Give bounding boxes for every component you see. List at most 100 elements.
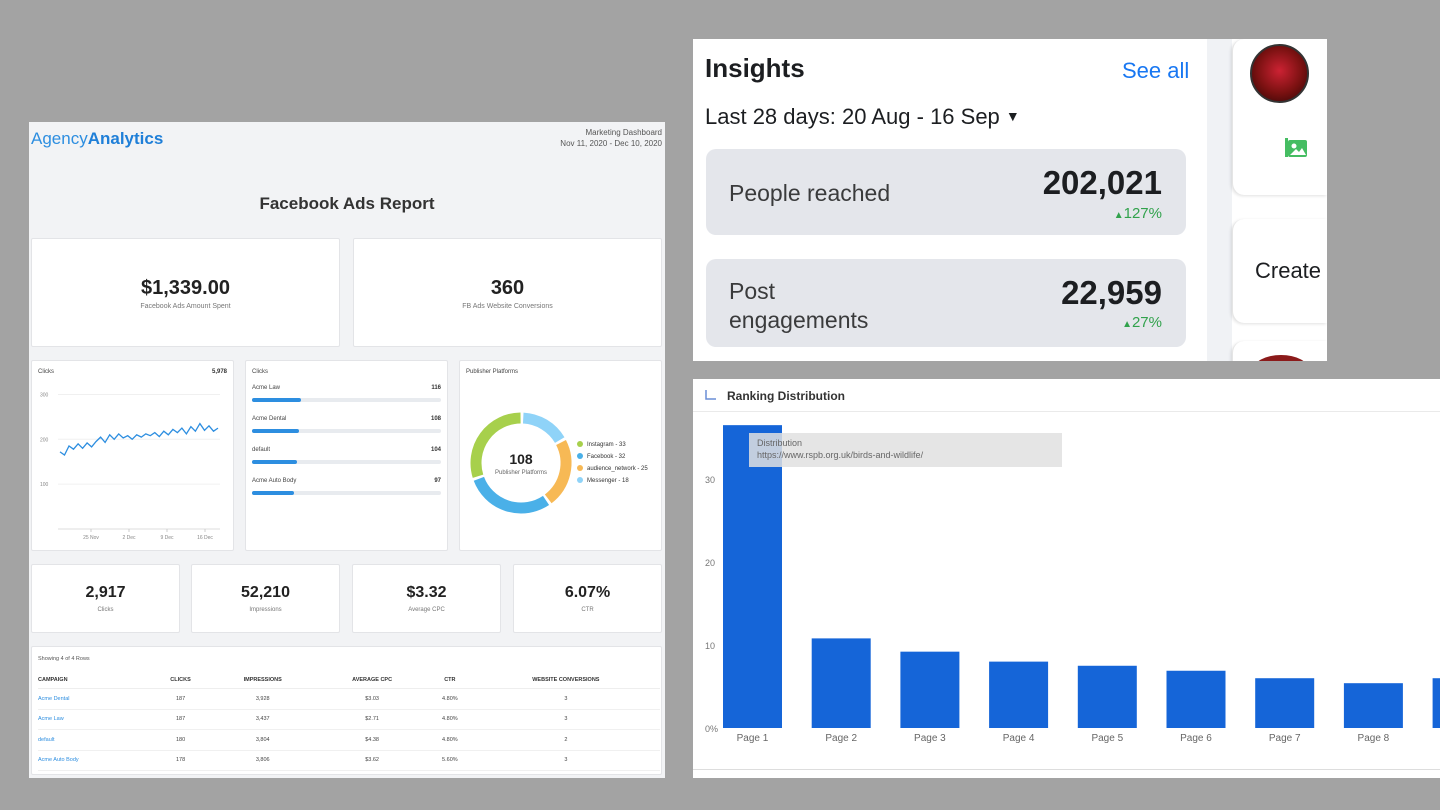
bar[interactable] [811,638,871,728]
kpi-value: $1,339.00 [141,277,230,299]
x-tick-label: Page 5 [1091,733,1123,744]
table-cell: 3 [471,750,660,771]
kpi-label: CTR [581,607,594,613]
panel-bottom-line [693,769,1440,770]
column-header[interactable]: IMPRESSIONS [209,673,317,689]
tooltip-url: https://www.rspb.org.uk/birds-and-wildli… [757,450,924,460]
donut-center-value: 108 [509,451,533,467]
stat-card-post-engagements[interactable]: Post engagements 22,959 ▲27% [706,259,1186,347]
insights-title: Insights [705,53,805,83]
bar[interactable] [989,661,1049,728]
kpi-value: 2,917 [85,584,126,601]
table-cell: 4.80% [428,729,472,751]
bar-track [252,460,441,464]
table-cell: 180 [151,729,210,751]
x-tick-label: Page 2 [825,733,857,744]
y-tick-label: 200 [40,437,49,443]
x-tick-label: Page 7 [1269,733,1301,744]
campaign-link[interactable]: Acme Law [38,716,64,723]
bar[interactable] [1343,683,1403,728]
column-header[interactable]: CAMPAIGN [38,673,152,689]
stat-label: Post engagements [729,278,869,333]
table-cell: 3 [471,709,660,730]
table-cell: 3,804 [209,729,317,751]
chart-total: 5,978 [211,369,227,375]
caret-down-icon: ▼ [1005,108,1020,124]
kpi-card-clicks: 2,917 Clicks [31,564,180,633]
stat-change: ▲27% [1122,314,1162,331]
x-tick-label: 2 Dec [122,535,136,541]
x-tick-label: Page 3 [914,733,946,744]
kpi-value: $3.32 [406,584,447,601]
see-all-link[interactable]: See all [1122,58,1190,83]
x-tick-label: Page 6 [1180,733,1212,744]
donut-slice[interactable] [470,412,521,478]
bar[interactable] [1166,670,1226,728]
table-cell: 4.80% [428,709,472,730]
column-header[interactable]: AVERAGE CPC [316,673,428,689]
table-row: Acme Law 187 3,437 $2.71 4.80% 3 [38,709,660,730]
x-tick-label: 25 Nov [83,535,99,541]
kpi-label: FB Ads Website Conversions [462,303,553,310]
stat-value: 22,959 [1061,274,1162,311]
column-header[interactable]: CLICKS [151,673,210,689]
agency-report-panel: AgencyAnalytics Marketing Dashboard Nov … [29,122,665,778]
legend-swatch [577,477,583,483]
insights-panel: Insights See all Last 28 days: 20 Aug - … [693,39,1327,361]
x-tick-label: Page 1 [737,733,769,744]
donut-slice[interactable] [522,412,565,444]
bar[interactable] [1077,665,1137,728]
legend-item: Facebook - 32 [577,453,625,460]
campaign-link[interactable]: Acme Dental [38,695,70,702]
y-tick-label: 0% [705,724,718,734]
campaign-link[interactable]: Acme Auto Body [38,757,79,764]
y-tick-label: 20 [705,558,715,568]
table-cell: $3.03 [316,688,428,710]
bar[interactable] [723,425,782,728]
stat-change: ▲127% [1113,205,1162,222]
table-row: Acme Dental 187 3,928 $3.03 4.80% 3 [38,688,660,710]
create-side-card[interactable] [1232,219,1327,323]
table-row: default 180 3,804 $4.38 4.80% 2 [38,729,660,751]
donut-slice[interactable] [473,476,550,514]
table-cell: 5.60% [428,750,472,771]
column-header[interactable]: WEBSITE CONVERSIONS [471,673,660,689]
photo-icon[interactable] [1284,137,1310,159]
bar-track [252,398,441,402]
arrow-up-icon: ▲ [1122,319,1132,330]
clicks-series-line [59,422,219,456]
column-divider [1207,39,1232,361]
ranking-distribution-panel: Ranking Distribution 30 20 10 0% Page 1 Page … [693,379,1440,778]
publisher-platforms-donut [470,412,572,514]
report-header-meta: Marketing Dashboard Nov 11, 2020 - Dec 1… [560,127,662,149]
donut-slice[interactable] [544,439,572,504]
bar[interactable] [1432,678,1440,728]
table-cell: $4.38 [316,729,428,751]
chart-icon [705,390,716,400]
y-tick-label: 10 [705,641,715,651]
y-tick-label: 30 [705,475,715,485]
publisher-platforms-card: Publisher Platforms 108 Publisher Platfo… [459,360,662,551]
kpi-card-impressions: 52,210 Impressions [191,564,340,633]
table-cell: Acme Dental [38,688,152,710]
kpi-card-website-conversions: 360 FB Ads Website Conversions [353,238,662,347]
bar[interactable] [900,651,960,728]
clicks-by-campaign-card: Clicks Acme Law 116 Acme Dental 108 defa… [245,360,448,551]
x-tick-label: Page 8 [1358,733,1390,744]
bar-track [252,491,441,495]
stat-card-people-reached[interactable]: People reached 202,021 ▲127% [706,149,1186,235]
range-label: Last 28 days: [705,104,836,129]
y-tick-label: 300 [40,392,49,398]
table-cell: 4.80% [428,688,472,710]
campaign-value: 97 [434,478,441,484]
report-date-range: Nov 11, 2020 - Dec 10, 2020 [560,139,662,148]
campaign-bar-row: Acme Dental 108 [252,416,441,438]
campaign-link[interactable]: default [38,736,55,743]
column-header[interactable]: CTR [428,673,472,689]
avatar[interactable] [1250,44,1309,103]
campaign-name: default [252,447,271,453]
campaign-value: 116 [431,385,441,391]
bar[interactable] [1255,678,1315,728]
date-range-selector[interactable]: Last 28 days: 20 Aug - 16 Sep ▼ [705,104,1020,130]
create-button[interactable]: Create [1255,258,1322,283]
